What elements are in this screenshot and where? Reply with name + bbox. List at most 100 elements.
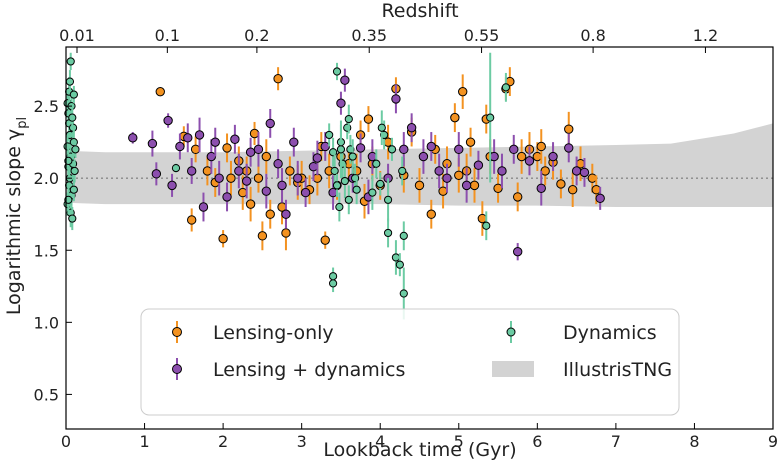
lensing-point-43 xyxy=(426,209,436,219)
dynamics-point-52 xyxy=(391,253,401,262)
legend-item-illustristng: IllustrisTNG xyxy=(492,359,672,381)
x-tick-label-6: 6 xyxy=(532,432,542,451)
dynamics-point-61 xyxy=(501,83,511,92)
lensing_dyn-point-20 xyxy=(265,118,275,129)
lensing-point-59 xyxy=(512,192,523,202)
ticks-layer: 0 1 2 3 4 5 6 7 8 9 0.5 1.0 1.5 2.0 2.5 0.01 0.1 0.2 0.35 0… xyxy=(34,26,778,451)
top-tick-label-0.1: 0.1 xyxy=(155,26,180,45)
lensing_dyn-point-39 xyxy=(399,144,409,155)
lensing-point-49 xyxy=(458,86,468,97)
lensing_dyn-point-51 xyxy=(512,246,523,257)
legend-marker-dynamics xyxy=(506,327,516,337)
lensing-point-60 xyxy=(516,151,527,162)
x-tick-label-1: 1 xyxy=(139,432,149,451)
dynamics-point-60 xyxy=(486,113,495,122)
lensing-point-8 xyxy=(226,173,236,183)
lensing_dyn-point-5 xyxy=(175,141,185,152)
dynamics-point-30 xyxy=(330,166,339,176)
lensing_dyn-point-24 xyxy=(289,137,299,147)
lensing_dyn-point-19 xyxy=(261,186,272,196)
dynamics-point-48 xyxy=(376,179,385,189)
lensing_dyn-point-49 xyxy=(497,166,507,176)
x-tick-label-8: 8 xyxy=(689,432,699,451)
legend-item-lensing-only: Lensing-only xyxy=(172,321,334,344)
lensing_dyn-point-53 xyxy=(536,183,546,193)
legend: Lensing-only Lensing + dynamics Dynamics… xyxy=(140,308,680,416)
lensing_dyn-point-52 xyxy=(524,156,535,166)
lensing_dyn-point-58 xyxy=(595,193,605,204)
lensing-point-7 xyxy=(222,143,232,153)
lensing-point-42 xyxy=(414,180,425,191)
lensing_dyn-point-44 xyxy=(442,173,452,183)
lensing-point-20 xyxy=(281,228,291,238)
dynamics-point-18 xyxy=(70,166,79,176)
lensing-point-15 xyxy=(257,231,268,241)
dynamics-point-55 xyxy=(399,231,408,240)
lensing_dyn-point-18 xyxy=(253,144,264,155)
dynamics-point-35 xyxy=(340,176,349,186)
dynamics-point-42 xyxy=(332,67,342,76)
y-axis-title-main: Logarithmic slope γ xyxy=(3,129,25,315)
dynamics-point-50 xyxy=(383,228,393,238)
dynamics-point-25 xyxy=(71,145,80,154)
legend-frame xyxy=(140,308,680,416)
series-dynamics xyxy=(63,52,511,320)
lensing-point-16 xyxy=(261,151,272,162)
lensing-point-68 xyxy=(567,185,578,195)
lensing-point-18 xyxy=(273,74,283,84)
lensing_dyn-point-1 xyxy=(147,138,158,149)
dynamics-point-23 xyxy=(65,77,75,86)
dynamics-point-53 xyxy=(395,260,404,269)
legend-item-lensing-dynamics: Lensing + dynamics xyxy=(172,358,405,381)
x-tick-label-7: 7 xyxy=(611,432,621,451)
y-axis-title-subscript: pl xyxy=(15,117,30,129)
lensing_dyn-point-50 xyxy=(509,144,519,155)
legend-marker-illustristng xyxy=(492,361,534,377)
legend-marker-lensing-only xyxy=(172,327,182,337)
plot-frame xyxy=(65,46,774,430)
dynamics-point-46 xyxy=(336,145,346,154)
y-axis-title: Logarithmic slope γpl xyxy=(3,117,30,315)
lensing_dyn-point-7 xyxy=(186,166,197,176)
top-tick-label-0.8: 0.8 xyxy=(580,26,605,45)
dynamics-point-12 xyxy=(68,214,77,223)
lensing-point-63 xyxy=(536,141,546,152)
y-tick-label-2.5: 2.5 xyxy=(34,97,59,116)
lensing_dyn-point-23 xyxy=(281,209,291,219)
dynamics-point-37 xyxy=(344,195,353,204)
top-tick-label-1.2: 1.2 xyxy=(693,26,718,45)
legend-label-dynamics: Dynamics xyxy=(563,322,657,344)
lensing_dyn-point-38 xyxy=(391,94,401,104)
dynamics-point-45 xyxy=(344,114,353,124)
top-tick-label-0.2: 0.2 xyxy=(244,26,269,45)
lensing-point-47 xyxy=(450,112,460,123)
lensing-point-12 xyxy=(245,199,256,209)
legend-label-lensing-dynamics: Lensing + dynamics xyxy=(213,359,405,381)
lensing-point-21 xyxy=(285,166,295,176)
dynamics-point-56 xyxy=(399,289,408,298)
lensing_dyn-point-54 xyxy=(548,151,558,162)
lensing-point-66 xyxy=(556,179,566,189)
lensing_dyn-point-47 xyxy=(473,160,484,170)
dynamics-point-47 xyxy=(372,159,381,168)
lensing_dyn-point-9 xyxy=(198,202,209,212)
lensing-point-2 xyxy=(186,215,197,225)
lensing_dyn-point-41 xyxy=(418,151,429,162)
lensing_dyn-point-55 xyxy=(564,143,574,153)
lensing_dyn-point-32 xyxy=(340,75,350,85)
x-tick-label-9: 9 xyxy=(768,432,778,451)
dynamics-point-22 xyxy=(68,113,77,122)
y-tick-label-2: 2.0 xyxy=(34,169,59,188)
lensing_dyn-point-16 xyxy=(241,176,252,186)
series-lensing_dyn xyxy=(128,68,605,261)
top-tick-label-0.01: 0.01 xyxy=(59,26,95,45)
lensing_dyn-point-40 xyxy=(406,123,417,133)
lensing_dyn-point-3 xyxy=(163,115,173,126)
lensing_dyn-point-28 xyxy=(312,153,323,163)
x-tick-label-4: 4 xyxy=(375,432,385,451)
lensing_dyn-point-45 xyxy=(454,144,464,155)
x-tick-label-2: 2 xyxy=(218,432,228,451)
lensing_dyn-point-6 xyxy=(183,133,193,143)
dynamics-point-41 xyxy=(352,185,361,194)
